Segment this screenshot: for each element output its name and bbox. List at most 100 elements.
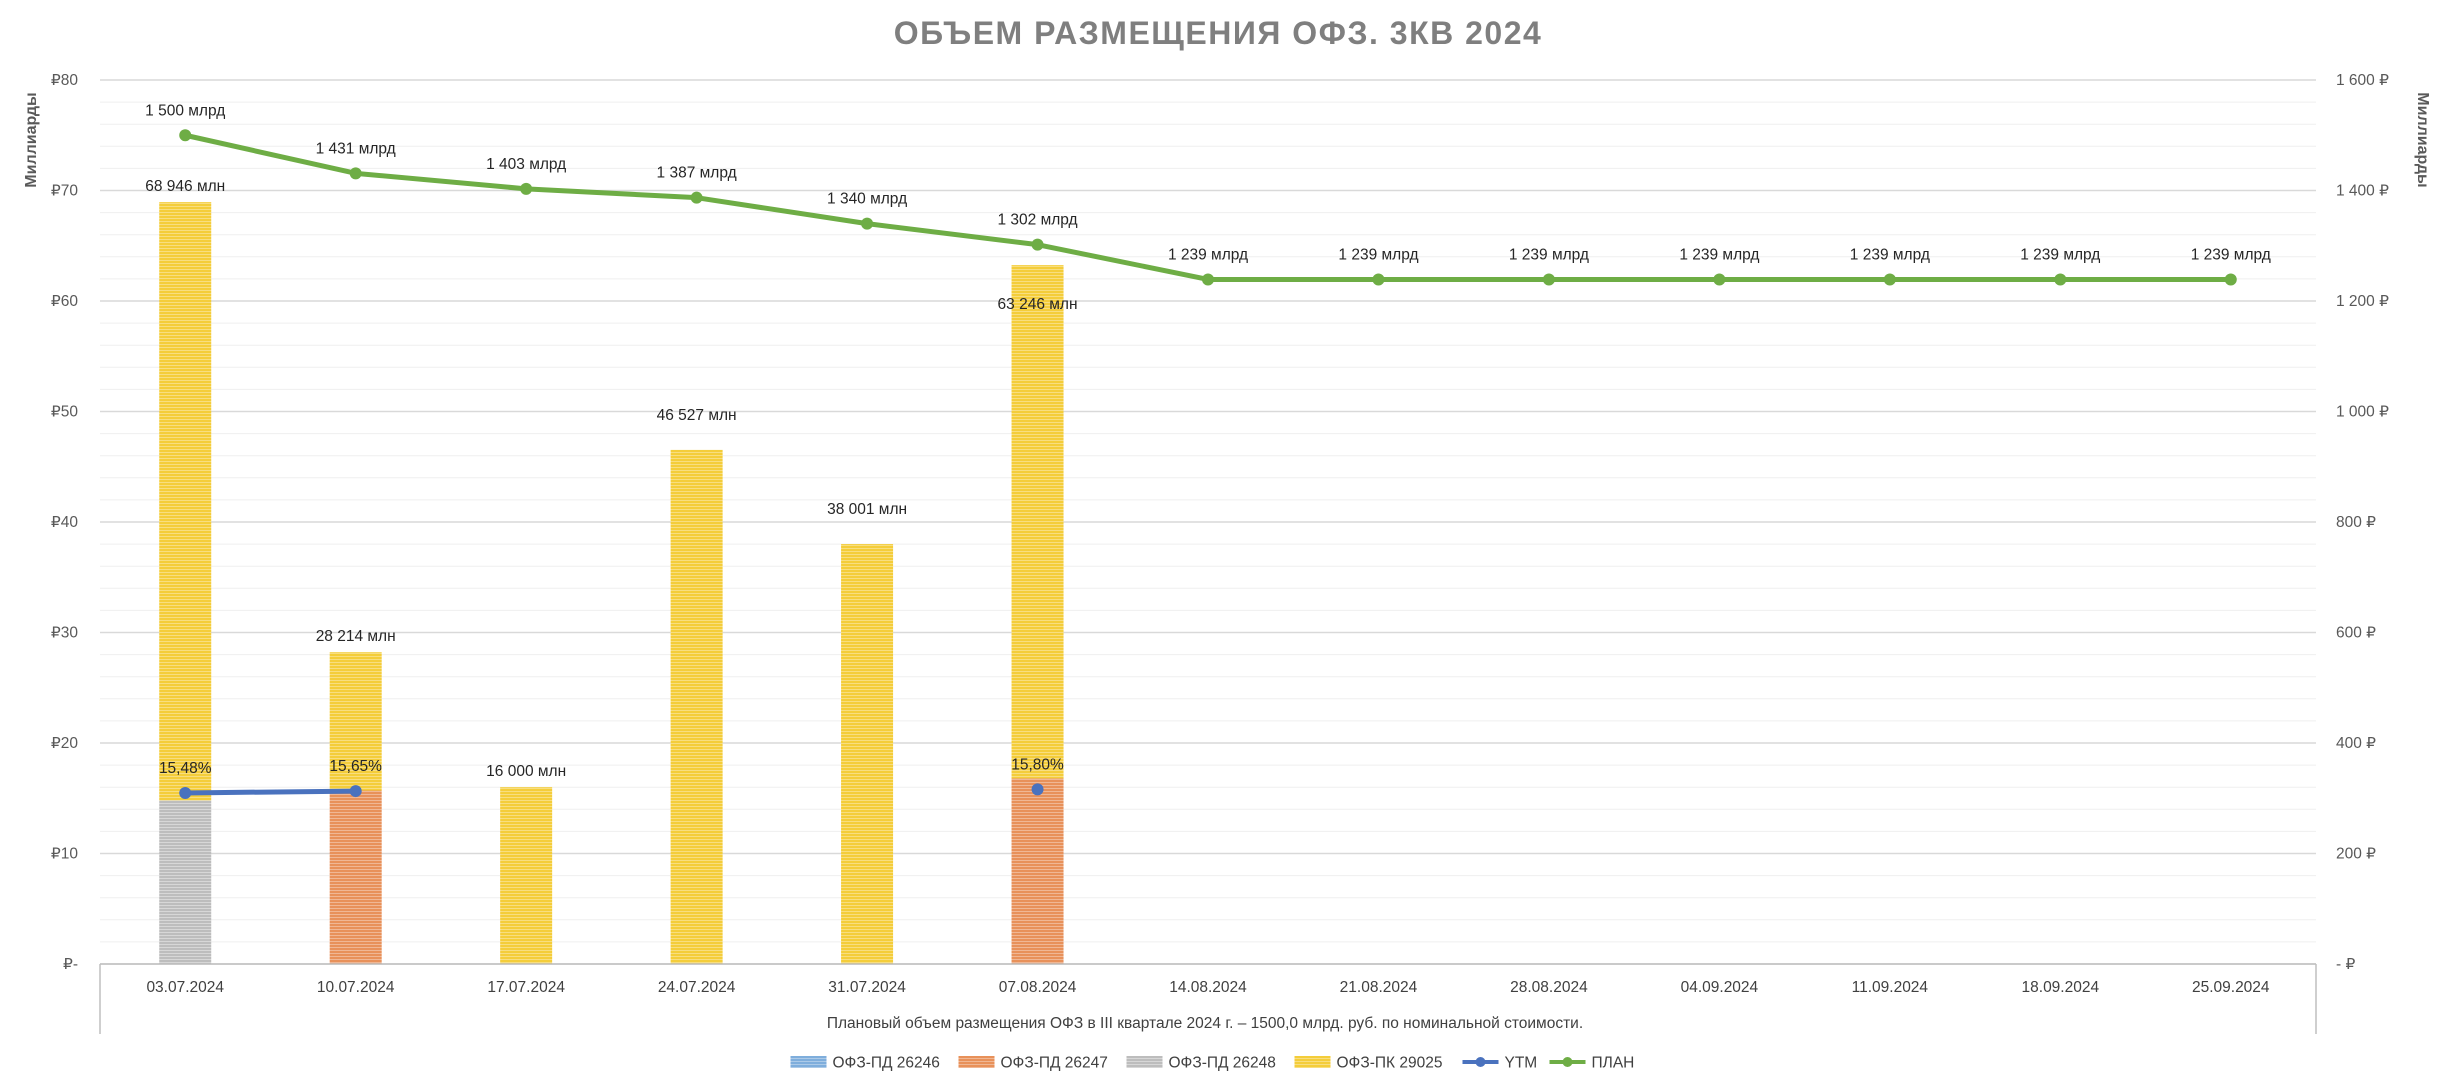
legend-label: ПЛАН — [1592, 1055, 1635, 1072]
plan-label: 1 239 млрд — [2020, 246, 2100, 263]
y-tick-label-left: ₽70 — [51, 183, 78, 200]
x-tick-label: 14.08.2024 — [1169, 979, 1247, 996]
bar-segment-pk29025 — [159, 202, 212, 801]
series-point-ytm — [349, 785, 362, 798]
x-tick-label: 04.09.2024 — [1681, 979, 1759, 996]
series-point-plan — [179, 129, 192, 142]
y-tick-label-right: 1 400 ₽ — [2336, 183, 2389, 200]
bar-segment-pk29025 — [841, 544, 894, 964]
legend-swatch-pd26247 — [958, 1056, 995, 1068]
x-tick-label: 10.07.2024 — [317, 979, 395, 996]
series-point-plan — [1542, 273, 1555, 286]
y-tick-label-right: 600 ₽ — [2336, 625, 2376, 642]
series-point-plan — [349, 167, 362, 180]
bar-segment-pk29025 — [329, 652, 382, 791]
y-tick-label-right: 1 000 ₽ — [2336, 404, 2389, 421]
bar-total-label: 28 214 млн — [316, 628, 396, 645]
y-tick-label-right: 200 ₽ — [2336, 846, 2376, 863]
series-point-plan — [2224, 273, 2237, 286]
bar-segment-pk29025 — [670, 449, 723, 964]
y-tick-label-left: ₽40 — [51, 514, 78, 531]
x-tick-label: 18.09.2024 — [2022, 979, 2100, 996]
bar-total-label: 46 527 млн — [657, 407, 737, 424]
legend-label: ОФЗ-ПД 26248 — [1169, 1055, 1276, 1072]
bar-segment-pd26247 — [329, 790, 382, 964]
plan-label: 1 387 млрд — [657, 165, 737, 182]
x-tick-label: 25.09.2024 — [2192, 979, 2270, 996]
y-tick-label-left: ₽10 — [51, 846, 78, 863]
y-tick-label-right: 1 200 ₽ — [2336, 293, 2389, 310]
series-point-ytm — [1031, 783, 1044, 796]
bar-segment-pd26248 — [159, 800, 212, 964]
legend-marker-ytm — [1475, 1057, 1486, 1067]
series-lines — [179, 129, 2237, 799]
legend-label: ОФЗ-ПД 26247 — [1001, 1055, 1108, 1072]
plan-label: 1 239 млрд — [1168, 246, 1248, 263]
plan-label: 1 239 млрд — [1509, 246, 1589, 263]
plan-label: 1 431 млрд — [316, 140, 396, 157]
legend-marker-plan — [1562, 1057, 1573, 1067]
gridlines — [100, 79, 2316, 965]
legend-swatch-pd26246 — [790, 1056, 827, 1068]
series-point-plan — [2054, 273, 2067, 286]
legend-label: ОФЗ-ПД 26246 — [833, 1055, 940, 1072]
x-axis-caption: Плановый объем размещения ОФЗ в III квар… — [827, 1015, 1583, 1032]
bar-total-label: 63 246 млн — [998, 296, 1078, 313]
y-tick-label-right: 1 600 ₽ — [2336, 72, 2389, 89]
bar-segment-pk29025 — [500, 787, 553, 964]
x-tick-label: 11.09.2024 — [1852, 979, 1929, 996]
axes: ₽- ₽10 ₽20 ₽30 ₽40 ₽50 ₽60 ₽70 ₽80 - ₽ 200 ₽ 400 ₽ 6… — [51, 72, 2389, 1034]
y-tick-label-left: ₽50 — [51, 404, 78, 421]
y-tick-label-left: ₽30 — [51, 625, 78, 642]
y-axis-label-right: Миллиарды — [2414, 92, 2431, 187]
series-point-plan — [1031, 238, 1044, 251]
bar-segment-pk29025 — [1011, 265, 1064, 779]
legend-label: YTM — [1505, 1055, 1538, 1072]
plan-label: 1 239 млрд — [1850, 246, 1930, 263]
ytm-label: 15,80% — [1011, 756, 1064, 773]
series-point-plan — [1202, 273, 1214, 286]
bars — [159, 202, 1064, 964]
y-tick-label-left: ₽20 — [51, 735, 78, 752]
bar-total-label: 68 946 млн — [145, 178, 225, 195]
y-tick-label-left: ₽60 — [51, 293, 78, 310]
plan-label: 1 302 млрд — [997, 212, 1077, 229]
plan-label: 1 239 млрд — [2191, 246, 2271, 263]
x-tick-label: 28.08.2024 — [1510, 979, 1588, 996]
y-tick-label-left: ₽80 — [51, 72, 78, 89]
plan-label: 1 500 млрд — [145, 102, 225, 119]
ytm-label: 15,65% — [329, 758, 382, 775]
plan-label: 1 239 млрд — [1338, 246, 1418, 263]
legend-swatch-pk29025 — [1294, 1056, 1331, 1068]
bar-total-label: 16 000 млн — [486, 763, 566, 780]
series-point-plan — [1883, 273, 1896, 286]
y-tick-label-right: 800 ₽ — [2336, 514, 2376, 531]
series-point-plan — [1713, 273, 1726, 286]
y-tick-label-left: ₽- — [63, 956, 78, 973]
bar-segment-pd26247 — [1011, 778, 1064, 964]
y-tick-label-right: - ₽ — [2336, 956, 2355, 973]
x-tick-label: 21.08.2024 — [1340, 979, 1418, 996]
chart-title: ОБЪЕМ РАЗМЕЩЕНИЯ ОФЗ. 3КВ 2024 — [894, 15, 1543, 51]
series-point-plan — [690, 191, 703, 204]
series-point-ytm — [179, 786, 192, 799]
plan-label: 1 403 млрд — [486, 156, 566, 173]
y-axis-label-left: Миллиарды — [23, 92, 40, 187]
series-point-plan — [1372, 273, 1385, 286]
legend-swatch-pd26248 — [1126, 1056, 1163, 1068]
legend: ОФЗ-ПД 26246 ОФЗ-ПД 26247 ОФЗ-ПД 26248 ОФЗ-… — [790, 1055, 1635, 1072]
x-tick-label: 31.07.2024 — [828, 979, 906, 996]
plan-label: 1 239 млрд — [1679, 246, 1759, 263]
x-tick-label: 07.08.2024 — [999, 979, 1077, 996]
series-point-plan — [861, 217, 874, 230]
x-tick-label: 24.07.2024 — [658, 979, 736, 996]
x-tick-label: 17.07.2024 — [487, 979, 565, 996]
data-labels: 68 946 млн 28 214 млн 16 000 млн 46 527 млн… — [145, 102, 2271, 780]
series-point-plan — [520, 182, 533, 195]
ytm-label: 15,48% — [159, 760, 212, 777]
legend-label: ОФЗ-ПК 29025 — [1337, 1055, 1443, 1072]
series-line-ytm — [182, 788, 359, 796]
bar-total-label: 38 001 млн — [827, 501, 907, 518]
